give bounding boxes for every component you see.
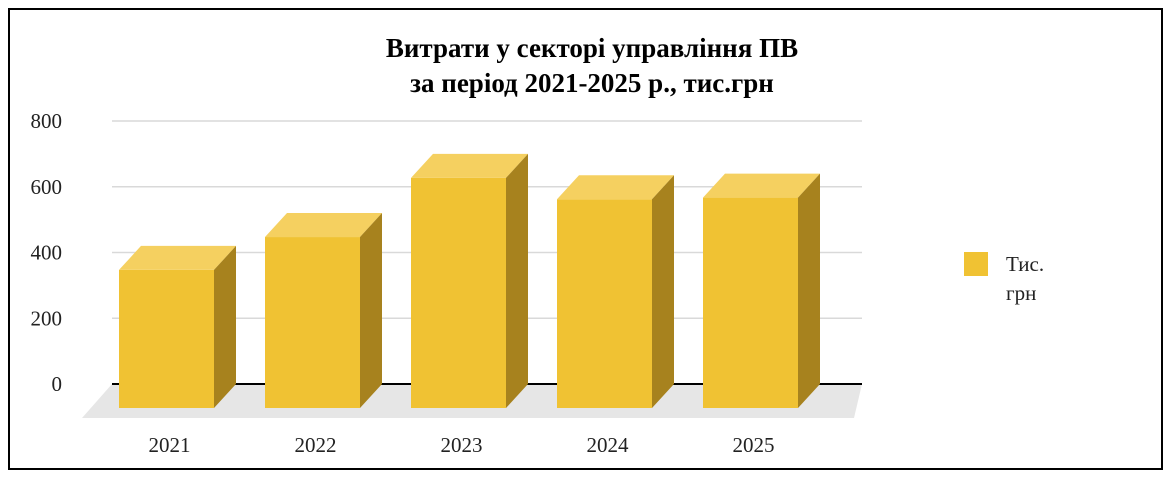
bar-top <box>265 213 382 238</box>
bar-top <box>557 175 674 200</box>
bar <box>703 173 820 408</box>
bar <box>411 153 528 408</box>
y-tick-label: 0 <box>52 372 63 396</box>
bar-top <box>411 153 528 178</box>
chart-title-line-2: за період 2021-2025 р., тис.грн <box>410 68 774 98</box>
legend-label-line-2: грн <box>1006 281 1036 305</box>
bar-front <box>557 199 652 408</box>
bar-top <box>119 245 236 270</box>
legend-label-line-1: Тис. <box>1006 252 1044 276</box>
bar <box>557 175 674 408</box>
y-tick-label: 400 <box>31 241 63 265</box>
x-tick-label: 2021 <box>149 433 191 457</box>
bar-top <box>703 173 820 198</box>
x-tick-label: 2023 <box>441 433 483 457</box>
bar <box>119 245 236 408</box>
y-tick-label: 800 <box>31 109 63 133</box>
bar-side <box>652 175 674 408</box>
bar-front <box>411 177 506 408</box>
bar-side <box>798 173 820 408</box>
x-tick-label: 2022 <box>295 433 337 457</box>
y-tick-label: 200 <box>31 306 63 330</box>
bar-side <box>214 245 236 408</box>
bar-front <box>265 237 360 408</box>
x-tick-label: 2025 <box>733 433 775 457</box>
legend: Тис. грн <box>964 252 1044 305</box>
bar <box>265 213 382 408</box>
bar-side <box>506 153 528 408</box>
legend-swatch <box>964 252 988 276</box>
x-tick-label: 2024 <box>587 433 630 457</box>
bar-front <box>119 269 214 408</box>
y-tick-label: 600 <box>31 175 63 199</box>
chart-title-line-1: Витрати у секторі управління ПВ <box>386 33 798 63</box>
bar-side <box>360 213 382 408</box>
bar-front <box>703 197 798 408</box>
